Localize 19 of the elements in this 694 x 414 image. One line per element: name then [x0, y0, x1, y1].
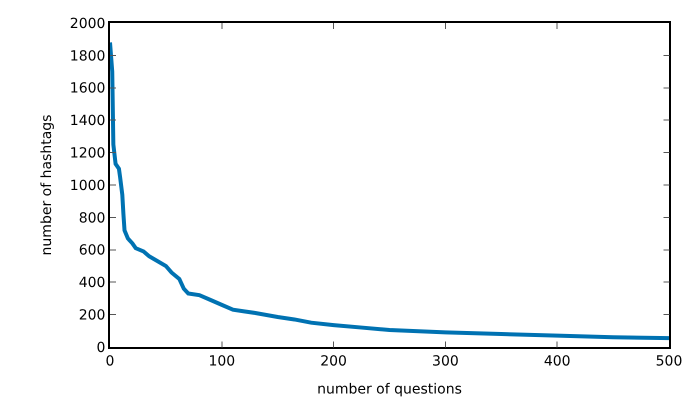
y-tick-label: 1600 — [70, 80, 106, 97]
y-axis-title: number of hashtags — [38, 114, 55, 256]
x-tick-label: 200 — [320, 354, 347, 370]
y-tick-label: 1800 — [70, 48, 106, 64]
y-tick-label: 600 — [78, 242, 106, 259]
line-series — [110, 40, 669, 340]
y-tick-label: 1400 — [70, 113, 106, 130]
x-tick-label: 100 — [208, 354, 236, 370]
x-tick-label: 500 — [656, 354, 682, 370]
y-tick-label: 800 — [78, 210, 106, 226]
y-tick-label: 200 — [78, 308, 106, 324]
y-tick-label: 1000 — [70, 178, 106, 194]
y-tick-label: 0 — [96, 340, 106, 356]
x-tick-label: 400 — [544, 354, 571, 370]
y-tick-label: 1200 — [70, 146, 106, 162]
x-tick-label: 300 — [432, 354, 459, 370]
y-tick-label: 400 — [78, 275, 106, 292]
y-tick-label: 2000 — [70, 16, 106, 32]
x-axis-title: number of questions — [317, 381, 462, 398]
